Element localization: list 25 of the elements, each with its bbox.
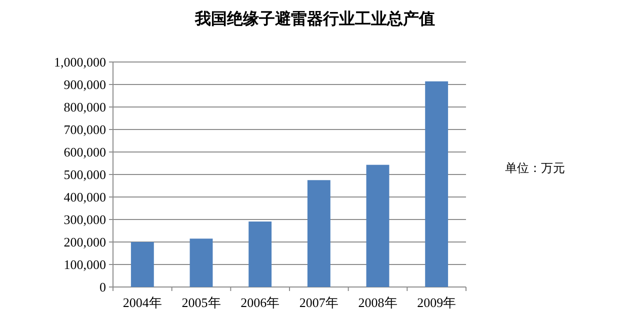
y-tick-label: 700,000 (64, 122, 106, 137)
y-tick-label: 600,000 (64, 144, 106, 160)
x-tick-label: 2008年 (358, 295, 398, 310)
y-tick-label: 400,000 (64, 190, 106, 204)
text: 单位：万元 (505, 161, 565, 175)
x-tick-label: 2005年 (182, 295, 221, 310)
x-tick-label: 2009年 (417, 295, 456, 310)
y-tick-label: 500,000 (64, 167, 106, 182)
y-tick-label: 100,000 (64, 257, 106, 272)
y-tick-label: 900,000 (64, 77, 106, 92)
bar (425, 81, 448, 287)
chart-title: 我国绝缘子避雷器行业工业总产值 (194, 10, 435, 28)
x-tick-label: 2007年 (299, 295, 338, 310)
bar (366, 164, 390, 287)
bar (130, 242, 154, 287)
x-tick-label: 2004年 (122, 295, 162, 310)
bar (248, 222, 272, 287)
y-tick-label: 300,000 (64, 212, 106, 227)
bar (307, 180, 330, 287)
y-tick-label: 0 (100, 280, 106, 294)
bar (190, 238, 213, 287)
y-tick-label: 200,000 (64, 234, 106, 250)
y-tick-label: 800,000 (64, 100, 106, 114)
y-tick-label: 1,000,000 (54, 54, 106, 70)
x-tick-label: 2006年 (240, 295, 280, 310)
